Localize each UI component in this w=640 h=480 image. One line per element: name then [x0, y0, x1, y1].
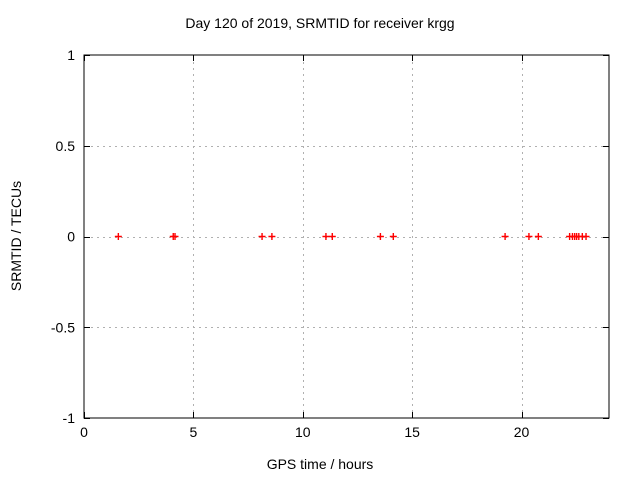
data-point-marker [525, 233, 533, 240]
x-axis-label: GPS time / hours [266, 456, 374, 472]
y-tick-label: 0.5 [56, 138, 76, 154]
data-point-marker [389, 233, 397, 240]
data-point-marker [582, 233, 590, 240]
y-tick-label: 0 [67, 229, 75, 245]
x-tick-label: 0 [80, 424, 88, 440]
data-point-marker [328, 233, 336, 240]
chart-title: Day 120 of 2019, SRMTID for receiver krg… [185, 15, 455, 31]
data-point-marker [114, 233, 122, 240]
y-tick-label: -1 [63, 410, 76, 426]
data-point-marker [171, 233, 179, 240]
y-tick-label: 1 [67, 47, 75, 63]
data-point-marker [376, 233, 384, 240]
data-point-marker [268, 233, 276, 240]
x-tick-label: 5 [189, 424, 197, 440]
x-tick-label: 15 [404, 424, 420, 440]
data-point-marker [501, 233, 509, 240]
data-point-marker [534, 233, 542, 240]
data-point-marker [322, 233, 330, 240]
data-point-marker [258, 233, 266, 240]
y-tick-label: -0.5 [51, 319, 75, 335]
x-tick-label: 20 [514, 424, 530, 440]
x-tick-label: 10 [295, 424, 311, 440]
plot-border [83, 54, 610, 419]
